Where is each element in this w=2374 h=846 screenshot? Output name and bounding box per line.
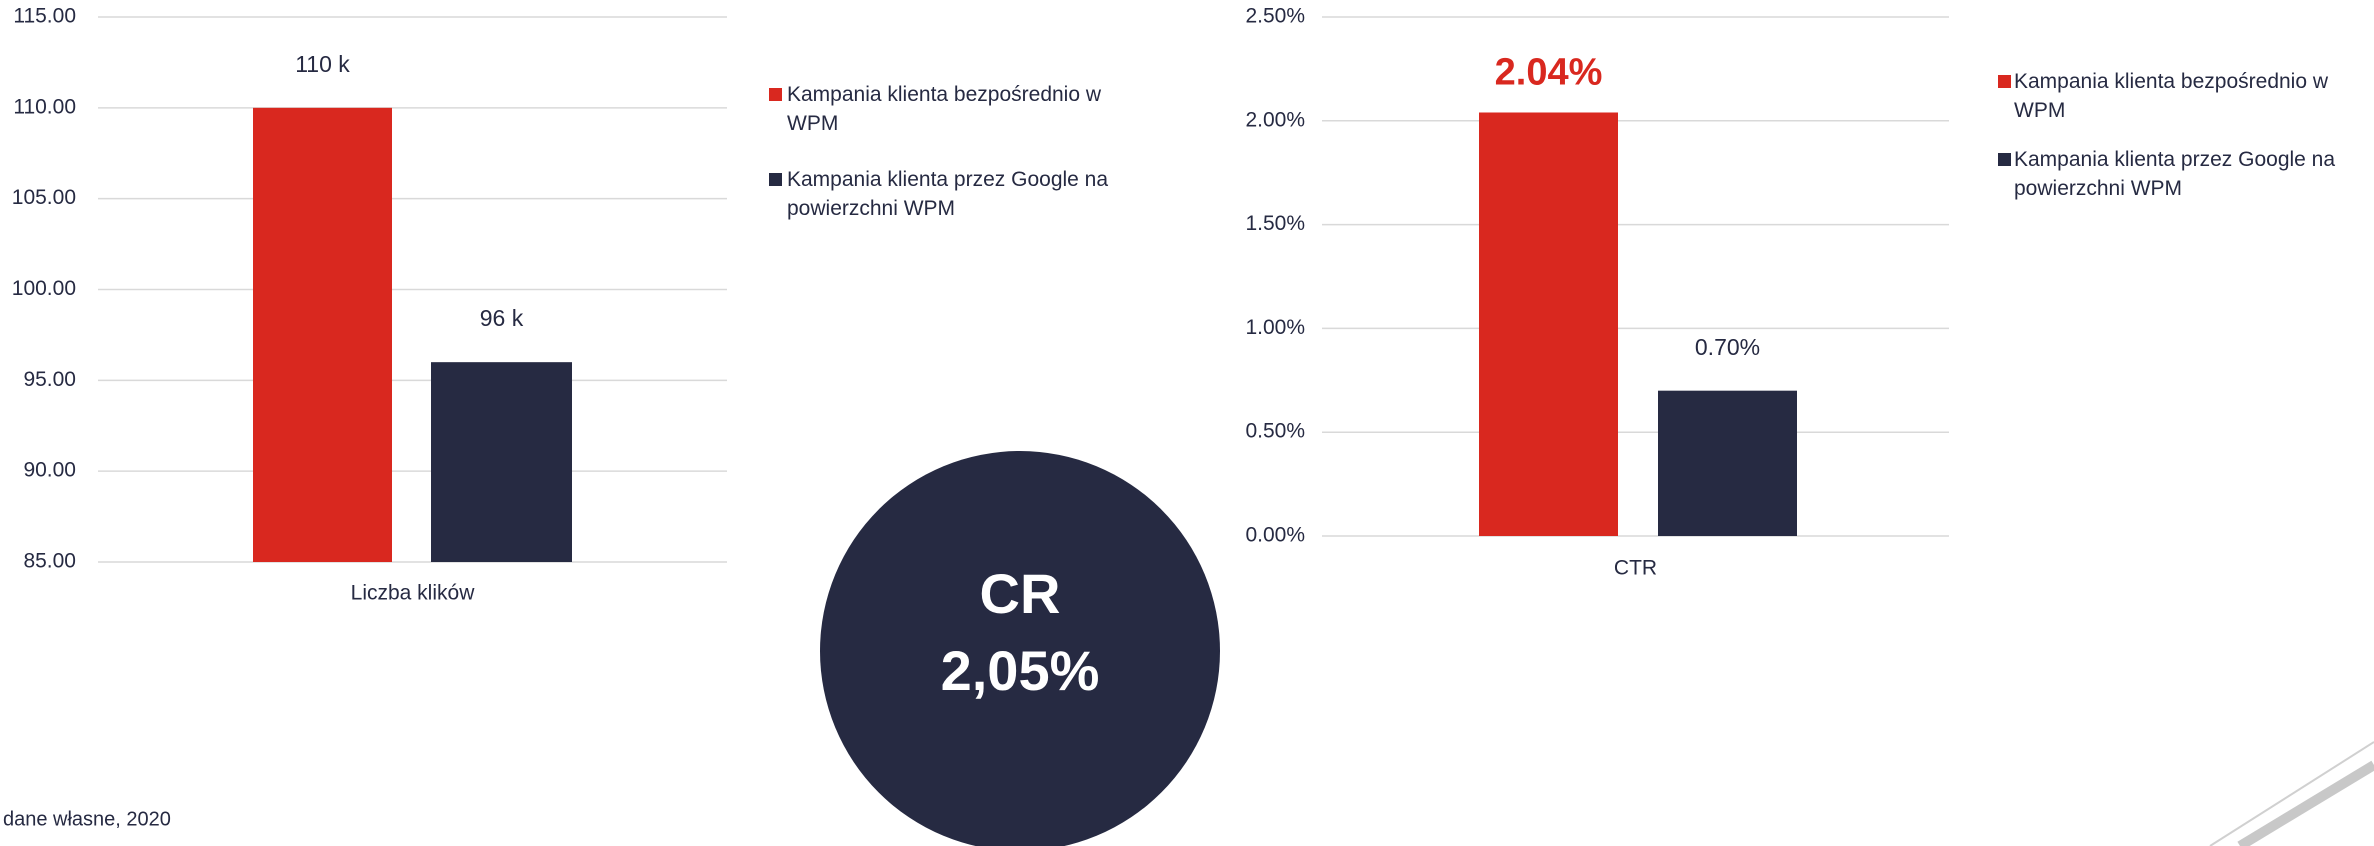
legend-label: Kampania klienta bezpośrednio w WPM: [787, 83, 1102, 135]
badge-value: 2,05%: [941, 639, 1100, 702]
legend-entry: Kampania klienta przez Google na powierz…: [2014, 148, 2336, 200]
x-tick-label: CTR: [1614, 557, 1657, 580]
legend-entry: Kampania klienta bezpośrednio w WPM: [787, 83, 1102, 135]
y-tick-label: 110.00: [13, 95, 76, 118]
legend-swatch: [769, 88, 782, 101]
value-label: 110 k: [295, 51, 350, 77]
bar: [253, 107, 392, 562]
y-tick-label: 0.50%: [1245, 420, 1305, 443]
value-label: 0.70%: [1695, 334, 1760, 360]
legend-swatch: [1998, 75, 2011, 88]
decor-line: [2209, 741, 2374, 846]
y-tick-label: 105.00: [12, 186, 76, 209]
bar: [431, 362, 572, 562]
y-tick-label: 1.50%: [1245, 212, 1305, 235]
legend-label: Kampania klienta przez Google na powierz…: [787, 168, 1109, 220]
y-tick-label: 95.00: [23, 368, 76, 391]
y-tick-label: 90.00: [23, 459, 76, 482]
legend-entry: Kampania klienta przez Google na powierz…: [787, 168, 1109, 220]
y-tick-label: 85.00: [23, 550, 76, 573]
y-tick-label: 1.00%: [1245, 316, 1305, 339]
y-tick-label: 100.00: [12, 277, 76, 300]
badge-label: CR: [980, 562, 1061, 625]
legend-label: Kampania klienta bezpośrednio w WPM: [2014, 70, 2329, 122]
bar: [1479, 112, 1618, 536]
decor-line: [2237, 760, 2374, 846]
y-tick-label: 115.00: [13, 5, 76, 28]
value-label: 2.04%: [1495, 52, 1603, 94]
x-tick-label: Liczba klików: [351, 582, 476, 605]
legend-label: Kampania klienta przez Google na powierz…: [2014, 148, 2336, 200]
legend-entry: Kampania klienta bezpośrednio w WPM: [2014, 70, 2329, 122]
badge-circle: [820, 451, 1220, 846]
legend-swatch: [769, 173, 782, 186]
legend-swatch: [1998, 153, 2011, 166]
y-tick-label: 2.00%: [1245, 108, 1305, 131]
footer: dane własne, 2020: [3, 808, 171, 830]
y-tick-label: 0.00%: [1245, 524, 1305, 547]
bar: [1658, 390, 1797, 536]
y-tick-label: 2.50%: [1245, 5, 1305, 28]
value-label: 96 k: [480, 305, 524, 331]
